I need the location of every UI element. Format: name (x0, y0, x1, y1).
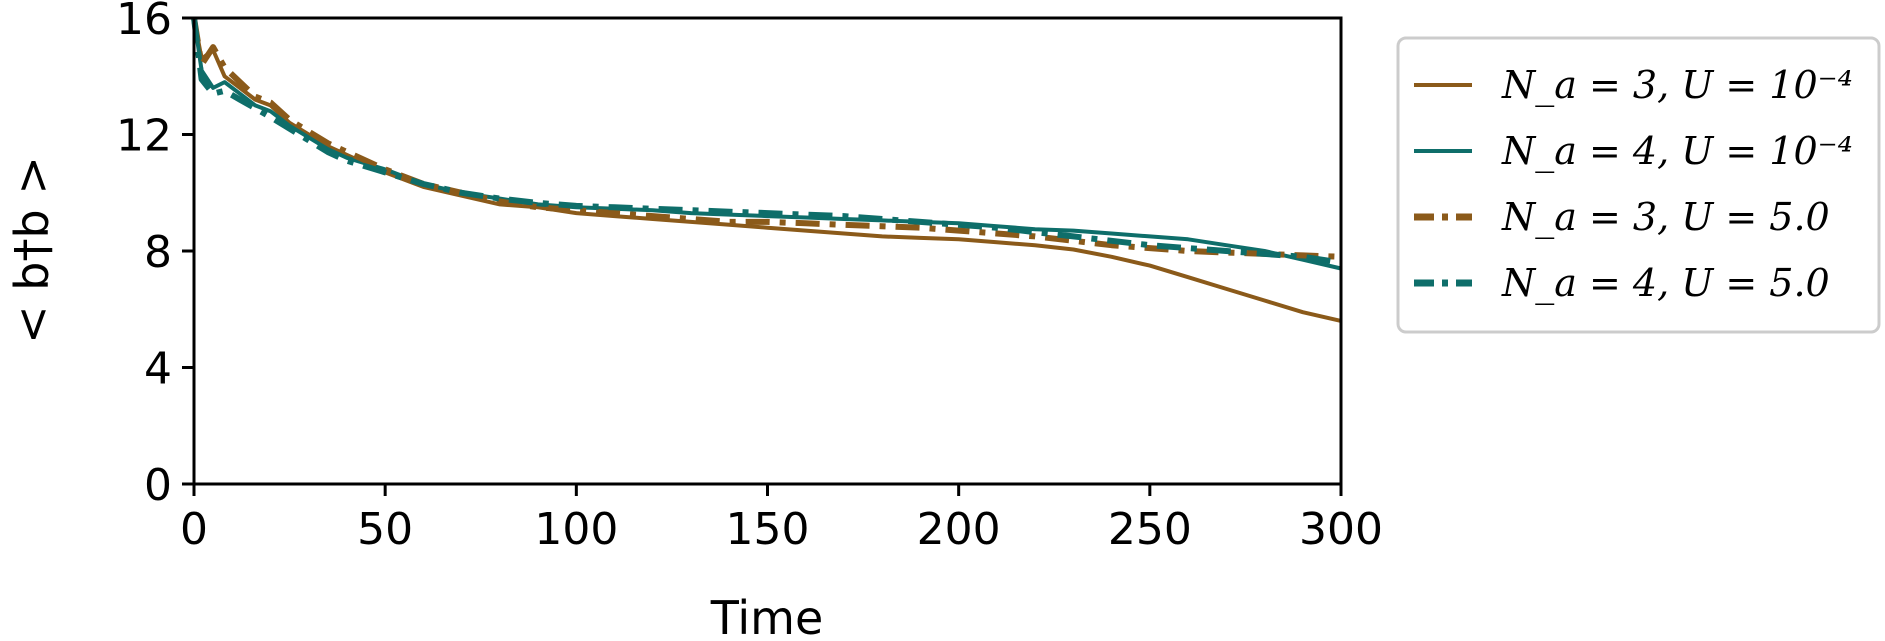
series-line-2 (192, 17, 1342, 271)
y-tick-label: 0 (144, 460, 172, 511)
series-layer (191, 17, 1342, 323)
legend-label-2: N_a = 4, U = 10⁻⁴ (1501, 129, 1853, 174)
y-tick-label: 8 (144, 227, 172, 278)
x-tick-label: 150 (726, 504, 810, 555)
x-tick-label: 200 (917, 504, 1001, 555)
x-tick-label: 100 (534, 504, 618, 555)
legend-frame (1396, 36, 1881, 334)
series-line-3 (191, 17, 1342, 260)
y-tick-label: 12 (116, 111, 172, 162)
legend-label-1: N_a = 3, U = 10⁻⁴ (1501, 63, 1853, 108)
legend-label-4: N_a = 4, U = 5.0 (1501, 261, 1830, 306)
ticks-layer: 0 50 100 150 200 250 300 0 4 8 12 16 (116, 0, 1383, 555)
y-tick-label: 4 (144, 344, 172, 395)
x-axis-label: Time (710, 591, 824, 641)
x-tick-label: 50 (357, 504, 413, 555)
x-tick-label: 300 (1299, 504, 1383, 555)
x-tick-label: 0 (180, 504, 208, 555)
series-line-4 (191, 17, 1342, 266)
y-axis-label: < b†b > (5, 156, 59, 344)
legend-items: N_a = 3, U = 10⁻⁴ N_a = 4, U = 10⁻⁴ N_a = … (1414, 63, 1853, 306)
y-tick-label: 16 (116, 0, 172, 45)
x-tick-label: 250 (1108, 504, 1192, 555)
legend: N_a = 3, U = 10⁻⁴ N_a = 4, U = 10⁻⁴ N_a = … (1396, 36, 1881, 334)
plot-frame (192, 16, 1343, 486)
legend-label-3: N_a = 3, U = 5.0 (1501, 195, 1830, 240)
